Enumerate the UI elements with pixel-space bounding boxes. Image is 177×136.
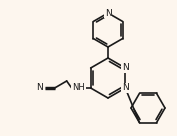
Text: N: N [122, 64, 129, 72]
Text: N: N [105, 8, 111, 18]
Text: NH: NH [72, 84, 85, 92]
Text: N: N [36, 84, 43, 92]
Text: N: N [122, 84, 129, 92]
